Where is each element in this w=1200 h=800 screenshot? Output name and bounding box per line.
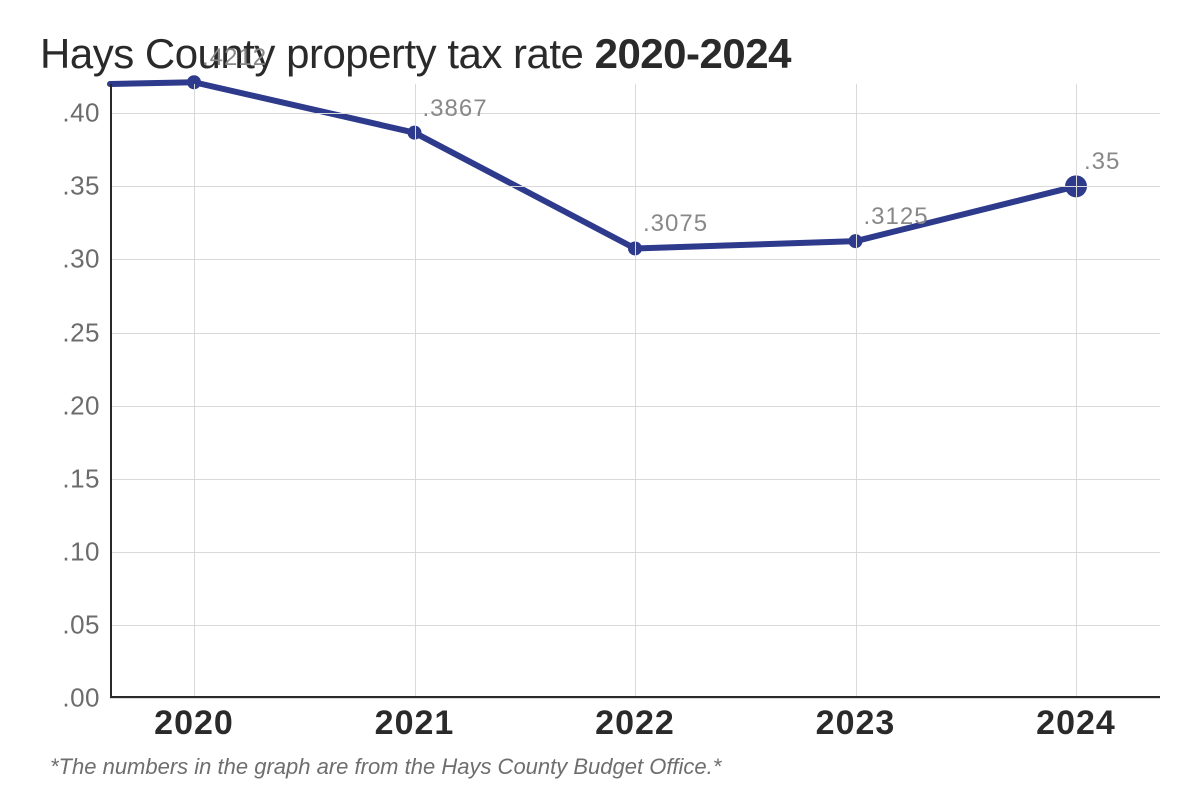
y-tick-label: .40: [62, 98, 100, 129]
x-tick-label: 2024: [1036, 704, 1116, 743]
y-tick-label: .30: [62, 244, 100, 275]
data-point-label: .3867: [423, 95, 488, 123]
chart-area: .00.05.10.15.20.25.30.35.40 .4212.3867.3…: [40, 84, 1160, 698]
y-tick-label: .15: [62, 463, 100, 494]
data-point-label: .4212: [202, 44, 267, 72]
data-point-label: .3125: [864, 203, 929, 231]
y-axis-line: [110, 84, 112, 698]
y-tick-label: .00: [62, 683, 100, 714]
y-tick-label: .20: [62, 390, 100, 421]
y-tick-label: .25: [62, 317, 100, 348]
x-tick-label: 2023: [816, 704, 896, 743]
x-tick-label: 2021: [375, 704, 455, 743]
y-tick-label: .10: [62, 536, 100, 567]
gridline-vertical: [194, 84, 195, 698]
y-axis: .00.05.10.15.20.25.30.35.40: [40, 84, 110, 698]
data-line: [110, 82, 1076, 248]
x-axis-labels: 2020 2021 2022 2023 2024: [110, 698, 1160, 750]
gridline-vertical: [1076, 84, 1077, 698]
data-point-label: .3075: [643, 210, 708, 238]
gridline-vertical: [415, 84, 416, 698]
chart-footnote: *The numbers in the graph are from the H…: [50, 754, 1160, 780]
gridline-vertical: [856, 84, 857, 698]
title-prefix: Hays County property tax rate: [40, 30, 595, 77]
gridline-vertical: [635, 84, 636, 698]
title-bold: 2020-2024: [595, 30, 791, 77]
plot-area: .4212.3867.3075.3125.35: [110, 84, 1160, 698]
y-tick-label: .35: [62, 171, 100, 202]
x-tick-label: 2020: [154, 704, 234, 743]
x-tick-label: 2022: [595, 704, 675, 743]
data-point-label: .35: [1084, 148, 1120, 176]
y-tick-label: .05: [62, 609, 100, 640]
